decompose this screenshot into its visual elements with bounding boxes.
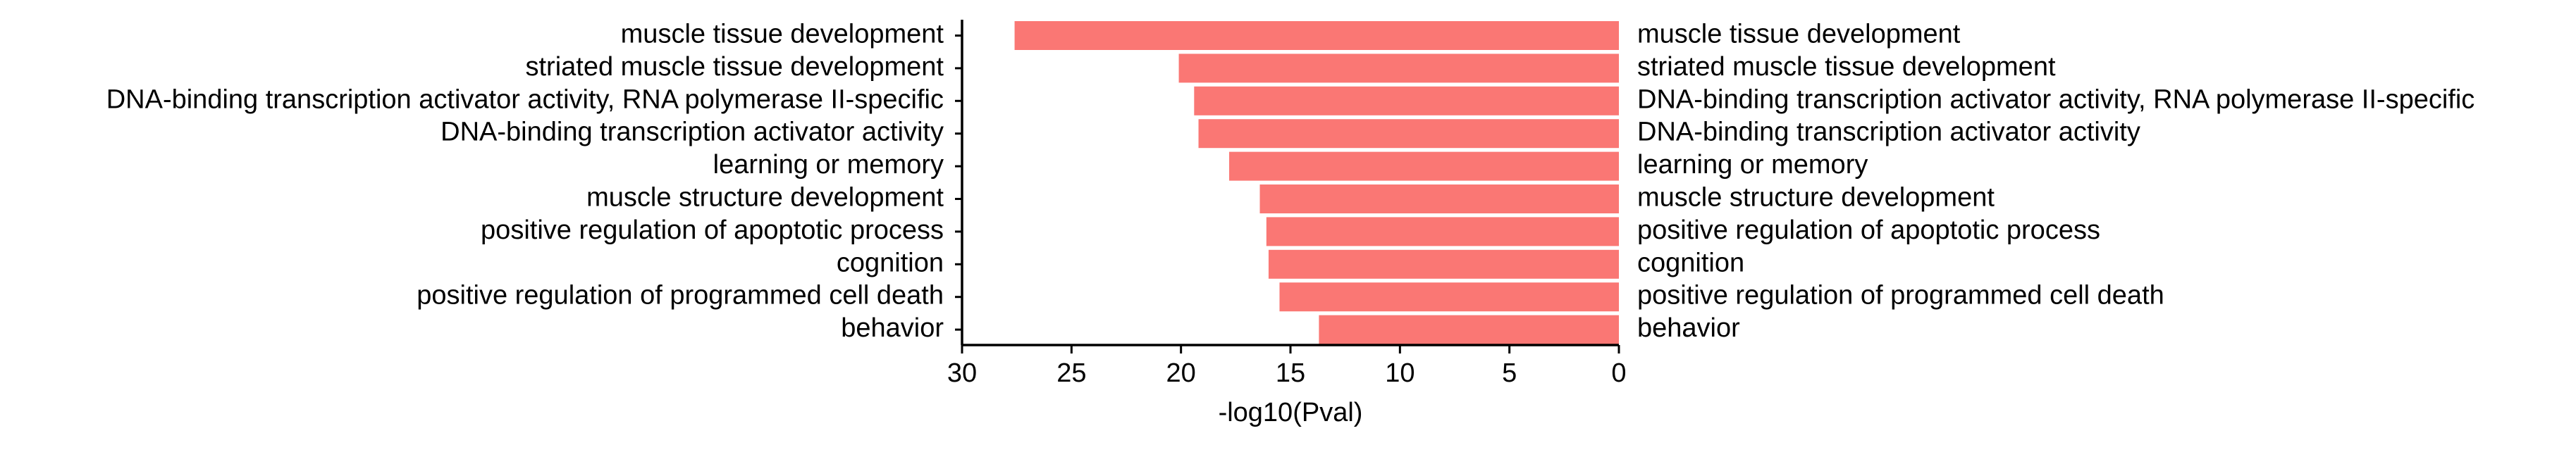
- y-tick-label-right: learning or memory: [1637, 150, 1868, 180]
- bar-4: [1229, 151, 1619, 181]
- x-axis-ticks: 30 25 20 15 10 5 0: [947, 345, 1627, 388]
- y-tick-label-right: DNA-binding transcription activator acti…: [1637, 118, 2140, 147]
- y-tick-label-left: muscle structure development: [586, 183, 944, 213]
- y-tick-label-right: muscle structure development: [1637, 183, 1995, 213]
- y-tick-label-left: striated muscle tissue development: [525, 52, 944, 82]
- x-tick-label: 5: [1502, 358, 1517, 388]
- x-tick-label: 15: [1276, 358, 1305, 388]
- x-axis-title: -log10(Pval): [1219, 398, 1363, 427]
- bar-2: [1194, 86, 1619, 115]
- y-tick-label-right: positive regulation of programmed cell d…: [1637, 281, 2164, 311]
- bar-0: [1014, 21, 1619, 50]
- x-tick-label: 25: [1056, 358, 1086, 388]
- bars-group: [1014, 21, 1619, 344]
- y-tick-label-right: positive regulation of apoptotic process: [1637, 215, 2100, 245]
- y-tick-label-left: cognition: [837, 248, 944, 277]
- bar-9: [1319, 315, 1619, 344]
- bar-1: [1178, 54, 1619, 83]
- left-category-labels: muscle tissue development striated muscle…: [106, 20, 944, 344]
- bar-3: [1198, 119, 1619, 149]
- bar-5: [1259, 184, 1619, 213]
- y-tick-label-left: behavior: [841, 313, 944, 343]
- y-tick-label-left: muscle tissue development: [621, 20, 944, 49]
- y-tick-label-left: DNA-binding transcription activator acti…: [440, 118, 944, 147]
- bar-7: [1268, 249, 1619, 279]
- x-tick-label: 10: [1385, 358, 1415, 388]
- y-tick-label-left: DNA-binding transcription activator acti…: [106, 84, 944, 114]
- y-tick-label-left: learning or memory: [713, 150, 944, 180]
- bar-6: [1266, 217, 1619, 246]
- y-tick-label-right: DNA-binding transcription activator acti…: [1637, 84, 2475, 114]
- y-tick-label-right: muscle tissue development: [1637, 20, 1961, 49]
- bar-8: [1279, 282, 1619, 312]
- y-tick-label-right: behavior: [1637, 313, 1740, 343]
- right-category-labels: muscle tissue development striated muscle…: [1637, 20, 2475, 344]
- y-tick-label-left: positive regulation of apoptotic process: [481, 215, 944, 245]
- x-tick-label: 20: [1166, 358, 1196, 388]
- y-tick-label-right: striated muscle tissue development: [1637, 52, 2056, 82]
- x-tick-label: 0: [1611, 358, 1626, 388]
- y-tick-label-right: cognition: [1637, 248, 1744, 277]
- x-tick-label: 30: [947, 358, 977, 388]
- y-tick-label-left: positive regulation of programmed cell d…: [417, 281, 944, 311]
